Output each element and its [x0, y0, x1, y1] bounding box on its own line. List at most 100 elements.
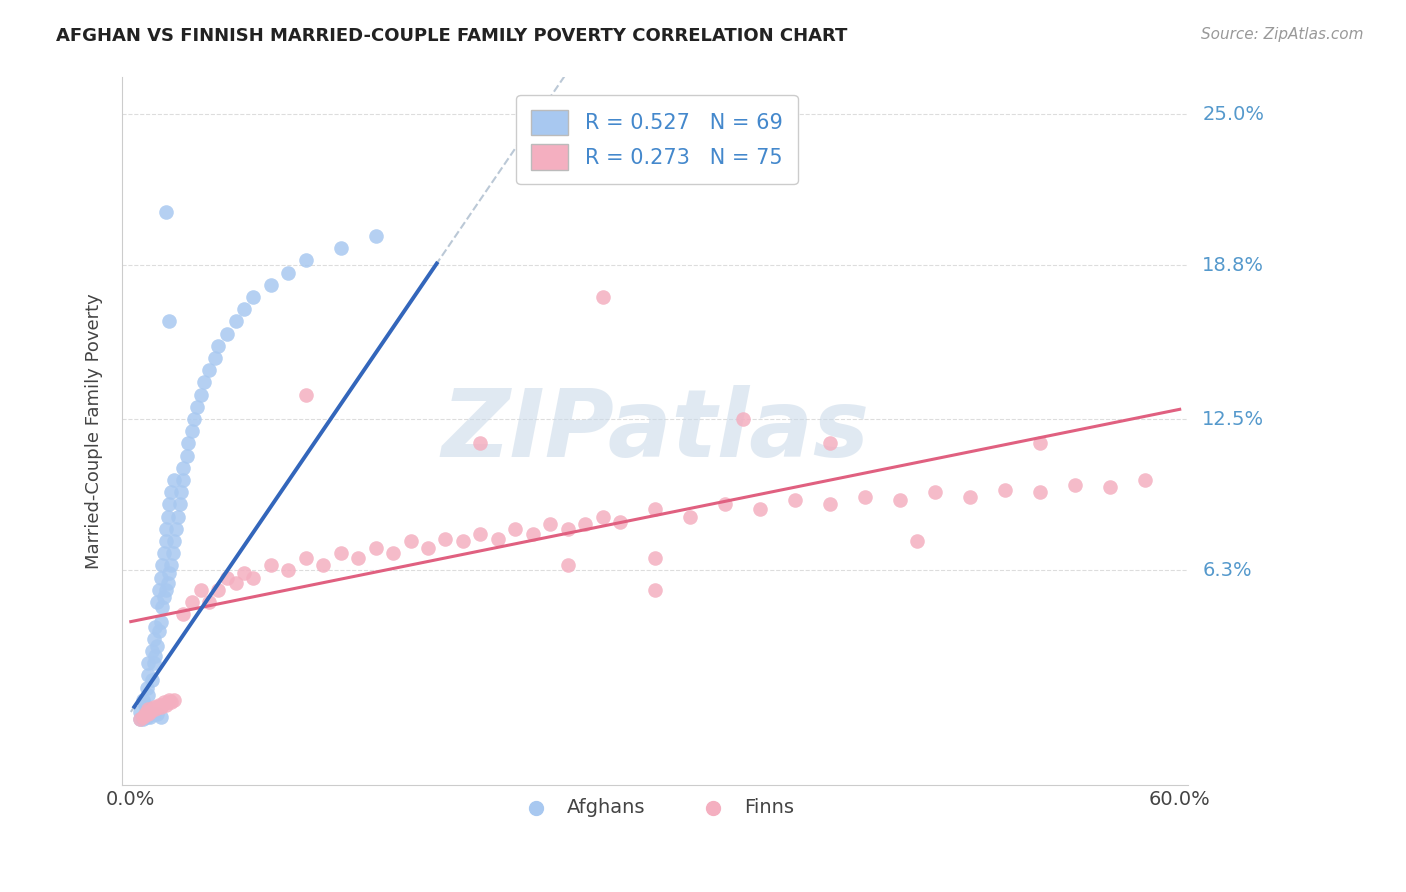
Point — [157, 566, 180, 580]
Point — [141, 644, 163, 658]
Point — [1029, 436, 1052, 450]
Point — [294, 253, 316, 268]
Point — [149, 571, 172, 585]
Point — [714, 498, 737, 512]
Point — [136, 656, 159, 670]
Point — [163, 473, 186, 487]
Point — [148, 582, 170, 597]
Point — [167, 509, 190, 524]
Point — [557, 522, 579, 536]
Point — [146, 639, 169, 653]
Point — [818, 436, 841, 450]
Point — [364, 541, 387, 556]
Point — [153, 591, 176, 605]
Point — [592, 509, 614, 524]
Point — [172, 461, 194, 475]
Point — [204, 351, 226, 365]
Point — [155, 522, 177, 536]
Point — [207, 339, 229, 353]
Point — [190, 387, 212, 401]
Point — [132, 710, 155, 724]
Point — [382, 546, 405, 560]
Point — [215, 326, 238, 341]
Point — [128, 712, 150, 726]
Point — [470, 436, 492, 450]
Text: 25.0%: 25.0% — [1202, 104, 1264, 124]
Point — [146, 700, 169, 714]
Point — [128, 705, 150, 719]
Text: Source: ZipAtlas.com: Source: ZipAtlas.com — [1201, 27, 1364, 42]
Text: 12.5%: 12.5% — [1202, 409, 1264, 428]
Point — [329, 241, 352, 255]
Legend: Afghans, Finns: Afghans, Finns — [509, 790, 803, 825]
Point — [163, 534, 186, 549]
Point — [399, 534, 422, 549]
Text: ZIPatlas: ZIPatlas — [441, 385, 869, 477]
Point — [160, 485, 183, 500]
Point — [215, 571, 238, 585]
Point — [135, 705, 157, 719]
Point — [156, 509, 179, 524]
Point — [148, 624, 170, 639]
Point — [142, 700, 165, 714]
Point — [242, 290, 264, 304]
Point — [141, 673, 163, 688]
Point — [143, 648, 166, 663]
Point — [150, 558, 173, 573]
Point — [141, 702, 163, 716]
Point — [136, 668, 159, 682]
Point — [277, 563, 299, 577]
Point — [889, 492, 911, 507]
Y-axis label: Married-Couple Family Poverty: Married-Couple Family Poverty — [86, 293, 103, 569]
Point — [177, 436, 200, 450]
Point — [155, 698, 177, 712]
Point — [142, 632, 165, 646]
Point — [149, 710, 172, 724]
Point — [609, 515, 631, 529]
Point — [242, 571, 264, 585]
Point — [207, 582, 229, 597]
Point — [139, 710, 162, 724]
Point — [853, 490, 876, 504]
Point — [233, 566, 256, 580]
Point — [959, 490, 981, 504]
Point — [522, 526, 544, 541]
Point — [155, 582, 177, 597]
Point — [139, 705, 162, 719]
Point — [1133, 473, 1156, 487]
Point — [259, 558, 281, 573]
Point — [416, 541, 439, 556]
Point — [574, 516, 596, 531]
Point — [128, 712, 150, 726]
Point — [146, 595, 169, 609]
Point — [364, 229, 387, 244]
Point — [538, 516, 561, 531]
Point — [329, 546, 352, 560]
Point — [994, 483, 1017, 497]
Point — [259, 277, 281, 292]
Point — [557, 558, 579, 573]
Point — [157, 692, 180, 706]
Point — [156, 575, 179, 590]
Point — [277, 266, 299, 280]
Point — [136, 702, 159, 716]
Text: 6.3%: 6.3% — [1202, 561, 1251, 580]
Point — [644, 502, 666, 516]
Point — [193, 376, 215, 390]
Point — [785, 492, 807, 507]
Point — [225, 575, 247, 590]
Point — [132, 692, 155, 706]
Point — [157, 498, 180, 512]
Point — [644, 551, 666, 566]
Point — [233, 302, 256, 317]
Point — [225, 314, 247, 328]
Point — [157, 314, 180, 328]
Point — [160, 695, 183, 709]
Point — [818, 498, 841, 512]
Point — [486, 532, 509, 546]
Point — [731, 412, 754, 426]
Text: AFGHAN VS FINNISH MARRIED-COUPLE FAMILY POVERTY CORRELATION CHART: AFGHAN VS FINNISH MARRIED-COUPLE FAMILY … — [56, 27, 848, 45]
Point — [172, 473, 194, 487]
Point — [143, 619, 166, 633]
Point — [163, 692, 186, 706]
